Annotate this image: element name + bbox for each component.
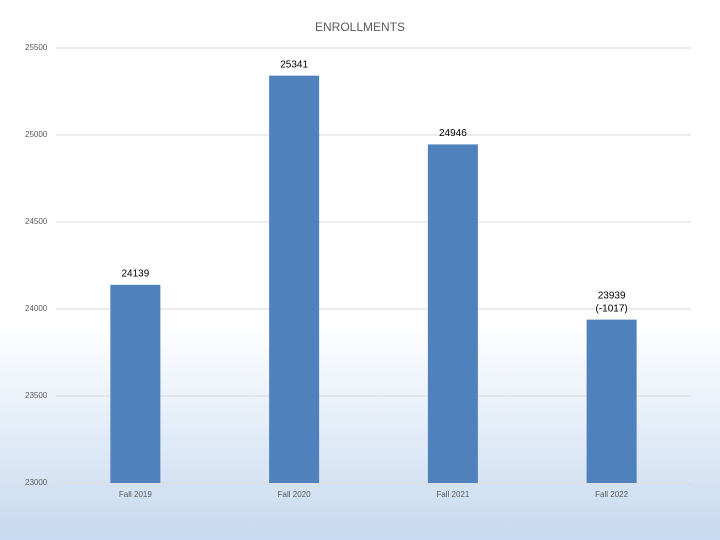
annotation: (-1017) bbox=[596, 303, 628, 314]
x-tick-label: Fall 2022 bbox=[595, 490, 628, 499]
y-tick-label: 25000 bbox=[25, 130, 48, 139]
chart-title: ENROLLMENTS bbox=[315, 20, 405, 34]
bar bbox=[427, 144, 478, 483]
x-tick-label: Fall 2020 bbox=[278, 490, 311, 499]
bar bbox=[269, 75, 320, 483]
bar bbox=[586, 319, 637, 483]
y-tick-label: 24500 bbox=[25, 217, 48, 226]
x-tick-label: Fall 2021 bbox=[436, 490, 469, 499]
bar bbox=[110, 284, 161, 483]
y-tick-label: 24000 bbox=[25, 304, 48, 313]
data-label: 23939 bbox=[598, 290, 626, 301]
y-tick-label: 23500 bbox=[25, 391, 48, 400]
data-label: 25341 bbox=[280, 59, 308, 70]
data-label: 24946 bbox=[439, 128, 467, 139]
x-tick-label: Fall 2019 bbox=[119, 490, 152, 499]
data-label: 24139 bbox=[121, 268, 149, 279]
y-tick-label: 25500 bbox=[25, 43, 48, 52]
y-tick-label: 23000 bbox=[25, 478, 48, 487]
